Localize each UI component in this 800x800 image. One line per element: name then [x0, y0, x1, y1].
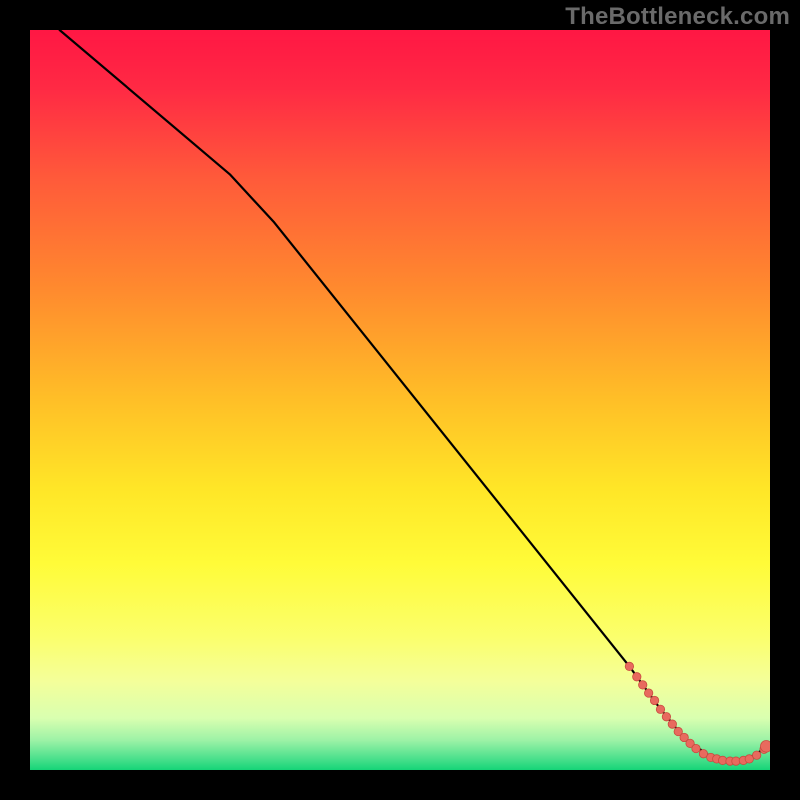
data-marker — [650, 696, 658, 704]
frame-right — [770, 0, 800, 800]
data-marker — [662, 713, 670, 721]
data-marker — [656, 705, 664, 713]
data-marker — [639, 681, 647, 689]
data-marker — [752, 751, 760, 759]
data-marker — [633, 673, 641, 681]
gradient-background — [30, 30, 770, 770]
data-marker — [644, 689, 652, 697]
watermark-text: TheBottleneck.com — [565, 3, 790, 31]
chart-container: TheBottleneck.com — [0, 0, 800, 800]
bottleneck-chart — [0, 0, 800, 800]
data-marker — [625, 662, 633, 670]
data-marker — [668, 720, 676, 728]
data-marker — [692, 744, 700, 752]
frame-bottom — [0, 770, 800, 800]
frame-left — [0, 0, 30, 800]
